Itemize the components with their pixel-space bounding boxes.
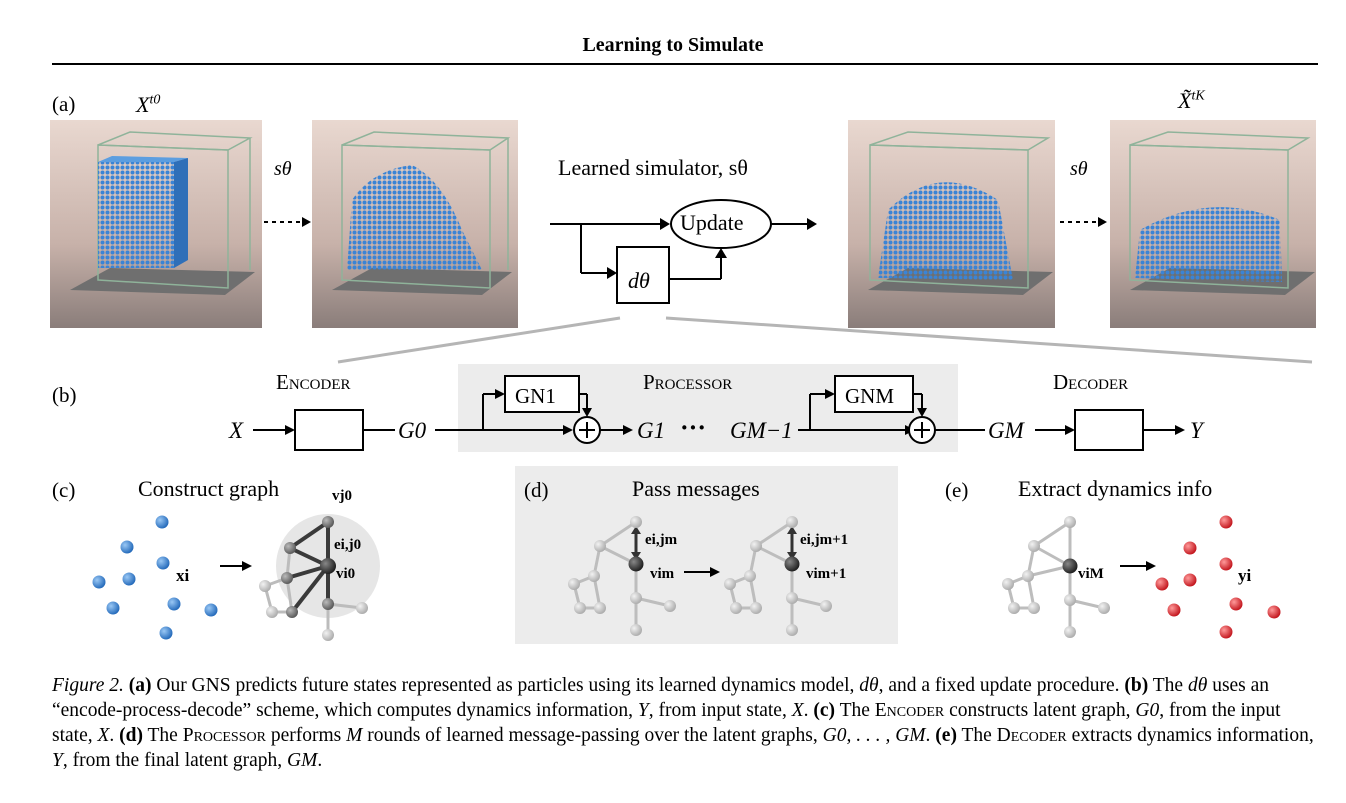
learned-simulator-label: Learned simulator, sθ — [558, 155, 748, 180]
extract-dynamics-figure — [1002, 515, 1281, 639]
eijm-label: ei,jm — [645, 532, 678, 548]
panel-a-label: (a) — [52, 92, 76, 116]
caption-e-y: Y — [52, 750, 63, 771]
panel-d-label: (d) — [524, 478, 549, 502]
caption-c-text2: constructs latent graph, — [944, 700, 1136, 721]
caption-a-label: (a) — [128, 675, 152, 696]
caption-fig-number: Figure 2. — [52, 675, 124, 696]
eij0-label: ei,j0 — [334, 537, 362, 553]
caption-c-g0: G0 — [1135, 700, 1160, 721]
panel-b-label: (b) — [52, 383, 77, 407]
caption-b-y: Y — [637, 700, 649, 721]
caption-d-m: M — [346, 725, 363, 746]
caption-e-text4: . — [317, 750, 323, 771]
output-y: Y — [1190, 418, 1203, 443]
eijm1-label: ei,jm+1 — [800, 532, 849, 548]
gm-minus-1-label: GM−1 — [730, 418, 793, 443]
caption-c-text3: , from the input state, — [52, 700, 1281, 746]
sim-frame-3 — [848, 120, 1055, 328]
x-end-superscript: tK — [1191, 88, 1205, 104]
s-theta-right: sθ — [1070, 158, 1088, 180]
construct-graph-title: Construct graph — [138, 476, 280, 501]
g0-label-text: G0 — [398, 418, 427, 443]
s-theta-left: sθ — [274, 158, 292, 180]
caption-d-text2: performs — [265, 725, 347, 746]
encoder-title: Encoder — [276, 370, 351, 394]
caption-d-label: (d) — [119, 725, 143, 746]
pass-messages-shade — [515, 466, 898, 644]
extract-dynamics-title: Extract dynamics info — [1018, 476, 1213, 501]
caption-c-text1: The — [835, 700, 875, 721]
caption-b-text1: The — [1148, 675, 1188, 696]
x-start-superscript: t0 — [149, 92, 161, 108]
dashed-arrow-left — [264, 217, 311, 227]
encode-process-decode-diagram — [253, 375, 1185, 451]
x-end-symbol: X̃ — [1178, 88, 1192, 113]
x-t0-label: Xt0 — [136, 92, 160, 118]
caption-a-text2: , and a fixed update procedure. — [878, 675, 1120, 696]
caption-e-text1: The — [956, 725, 997, 746]
vim1-label: vim+1 — [806, 566, 847, 582]
viM-label: viM — [1078, 566, 1104, 582]
sim-frame-initial — [50, 120, 262, 328]
caption-d-text3: rounds of learned message-passing over t… — [362, 725, 823, 746]
caption-c-text4: . — [109, 725, 120, 746]
caption-b-text2: uses an “encode-process-decode” scheme, … — [52, 675, 1270, 721]
x-start-symbol: X — [136, 92, 150, 117]
yi-label: yi — [1238, 566, 1252, 585]
caption-e-text2: extracts dynamics information, — [1066, 725, 1314, 746]
panel-c-label: (c) — [52, 478, 76, 502]
caption-a-dtheta: dθ — [859, 675, 879, 696]
figure-caption: Figure 2. (a) Our GNS predicts future st… — [52, 673, 1322, 773]
xi-label: xi — [176, 566, 190, 585]
caption-c-x: X — [97, 725, 110, 746]
caption-e-gm: GM — [287, 750, 318, 771]
caption-e-text3: , from the final latent graph, — [62, 750, 288, 771]
decoder-title: Decoder — [1053, 370, 1129, 394]
input-x: X — [229, 418, 244, 443]
caption-d-graphs: G0, . . . , GM — [822, 725, 926, 746]
g0-label: G0 — [398, 418, 426, 444]
caption-decoder: Decoder — [996, 725, 1067, 746]
simulator-diagram — [550, 199, 817, 304]
pass-messages-title: Pass messages — [632, 476, 760, 501]
processor-title: Processor — [643, 370, 733, 394]
gnm-box-label: GNM — [845, 384, 895, 408]
sim-frame-final — [1110, 120, 1316, 328]
vj0-label: vj0 — [332, 488, 352, 504]
caption-b-text3: , from input state, — [648, 700, 792, 721]
caption-d-text1: The — [143, 725, 183, 746]
caption-encoder: Encoder — [874, 700, 945, 721]
caption-c-label: (c) — [813, 700, 836, 721]
caption-b-dtheta: dθ — [1187, 675, 1208, 696]
panel-e-label: (e) — [945, 478, 969, 502]
caption-e-label: (e) — [935, 725, 957, 746]
construct-graph-figure — [92, 514, 380, 641]
update-node-label: Update — [680, 210, 744, 235]
vi0-label: vi0 — [336, 566, 356, 582]
caption-d-text4: . — [925, 725, 936, 746]
caption-processor: Processor — [182, 725, 266, 746]
dashed-arrow-right — [1060, 217, 1107, 227]
zoom-lines — [337, 316, 1313, 364]
header-rule — [52, 63, 1318, 65]
ellipsis-dots: ··· — [680, 413, 707, 442]
caption-b-label: (b) — [1124, 675, 1149, 696]
g1-label: G1 — [637, 418, 666, 443]
pass-messages-figure — [568, 516, 832, 636]
gn1-box-label: GN1 — [515, 384, 556, 408]
caption-b-x: X — [791, 700, 804, 721]
page-header-title: Learning to Simulate — [582, 34, 764, 56]
sim-frame-2 — [312, 120, 518, 328]
x-tk-label: X̃tK — [1178, 88, 1205, 114]
caption-b-text4: . — [803, 700, 814, 721]
caption-a-text: Our GNS predicts future states represent… — [151, 675, 860, 696]
vim-label: vim — [650, 566, 675, 582]
d-theta-label: dθ — [628, 268, 650, 293]
gm-label: GM — [988, 418, 1024, 443]
